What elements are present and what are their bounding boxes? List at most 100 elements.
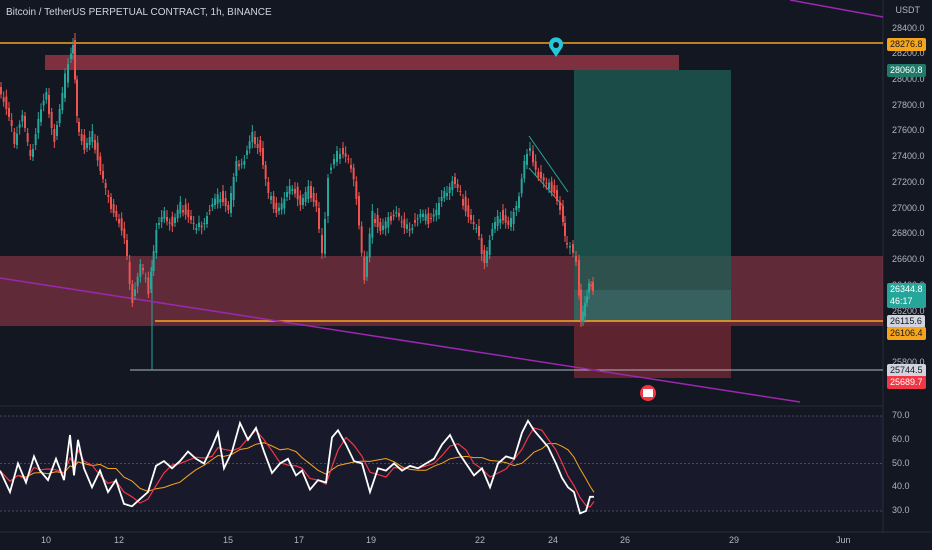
candle-body	[422, 213, 424, 217]
candle-body	[588, 283, 590, 293]
candle-body	[302, 198, 304, 205]
candle-body	[446, 193, 448, 196]
candle-body	[352, 167, 355, 180]
supply-zone	[45, 55, 679, 70]
candle-body	[286, 192, 288, 197]
countdown-tag: 46:17	[887, 295, 926, 308]
candle-body	[358, 196, 360, 226]
candle-body	[86, 143, 88, 148]
candle-body	[350, 165, 352, 169]
candle-body	[18, 124, 21, 128]
candle-body	[416, 218, 419, 220]
time-tick-label: 22	[475, 535, 486, 545]
candle-body	[190, 216, 192, 220]
candle-body	[176, 209, 179, 219]
event-flag-icon[interactable]	[640, 385, 656, 401]
candle-body	[294, 189, 296, 194]
candle-body	[507, 220, 510, 225]
candle-body	[211, 204, 214, 207]
candle-body	[472, 222, 475, 224]
candle-body	[496, 216, 499, 226]
candle-body	[112, 204, 115, 213]
time-tick-label: 17	[294, 535, 305, 545]
candle-body	[232, 177, 235, 200]
candle-body	[230, 193, 232, 213]
candle-body	[195, 228, 198, 230]
candle-body	[163, 211, 166, 219]
candle-body	[299, 195, 302, 205]
candle-body	[136, 276, 139, 287]
candle-body	[406, 224, 408, 229]
rsi-tick-label: 50.0	[892, 457, 910, 468]
candle-body	[45, 92, 48, 100]
candle-body	[50, 112, 53, 128]
candle-body	[371, 211, 374, 238]
candle-body	[366, 256, 368, 277]
candle-body	[395, 212, 398, 214]
candle-body	[32, 149, 34, 157]
candle-body	[48, 95, 50, 114]
candle-body	[78, 122, 80, 132]
candle-body	[376, 215, 379, 227]
candle-body	[235, 161, 238, 176]
time-tick-label: 19	[366, 535, 377, 545]
candle-body	[387, 217, 390, 228]
candle-body	[150, 272, 152, 289]
candle-body	[29, 150, 32, 156]
candle-body	[256, 144, 259, 148]
candle-body	[548, 182, 550, 189]
candle-body	[26, 133, 29, 142]
rsi-line	[0, 418, 594, 515]
candle-body	[456, 184, 459, 188]
candle-body	[515, 206, 518, 210]
price-tick-label: 27800.0	[892, 99, 925, 110]
candle-body	[304, 192, 307, 202]
price-tick-label: 27200.0	[892, 176, 925, 187]
candle-body	[37, 119, 40, 133]
candle-body	[470, 215, 472, 220]
candle-body	[355, 181, 358, 199]
candle-body	[566, 243, 568, 245]
candle-body	[246, 150, 248, 155]
candle-body	[347, 158, 350, 160]
candle-body	[2, 97, 5, 102]
rsi-ma-fast-line	[0, 427, 595, 508]
candle-body	[267, 182, 270, 193]
candle-body	[459, 191, 462, 192]
candle-body	[330, 167, 332, 170]
candle-body	[158, 223, 160, 225]
rsi-tick-label: 70.0	[892, 410, 910, 420]
candle-body	[451, 181, 454, 190]
location-pin-icon[interactable]	[549, 37, 563, 57]
candle-body	[10, 120, 13, 126]
candle-body	[13, 132, 16, 144]
candle-body	[214, 198, 216, 205]
candle-body	[318, 208, 320, 229]
candle-body	[545, 182, 548, 184]
flag-line-top	[528, 135, 569, 193]
candle-body	[155, 230, 158, 253]
candle-body	[542, 177, 545, 181]
candle-body	[486, 251, 488, 263]
candle-body	[556, 190, 558, 201]
price-tick-label: 26600.0	[892, 254, 925, 265]
candle-body	[550, 181, 553, 193]
candle-body	[390, 216, 392, 221]
candle-body	[219, 199, 222, 203]
candle-body	[0, 87, 2, 95]
candle-body	[187, 209, 190, 217]
candle-body	[382, 225, 384, 230]
candle-body	[198, 222, 200, 227]
candle-body	[408, 229, 411, 231]
candle-body	[168, 222, 171, 224]
candle-body	[259, 140, 262, 152]
candle-body	[126, 240, 128, 256]
time-tick-label: 10	[41, 535, 52, 545]
last-price-tag: 26344.8	[887, 283, 926, 296]
time-tick-label: Jun	[836, 535, 851, 545]
candle-body	[283, 199, 286, 209]
candle-body	[392, 214, 395, 217]
rsi-tick-label: 30.0	[892, 505, 910, 515]
